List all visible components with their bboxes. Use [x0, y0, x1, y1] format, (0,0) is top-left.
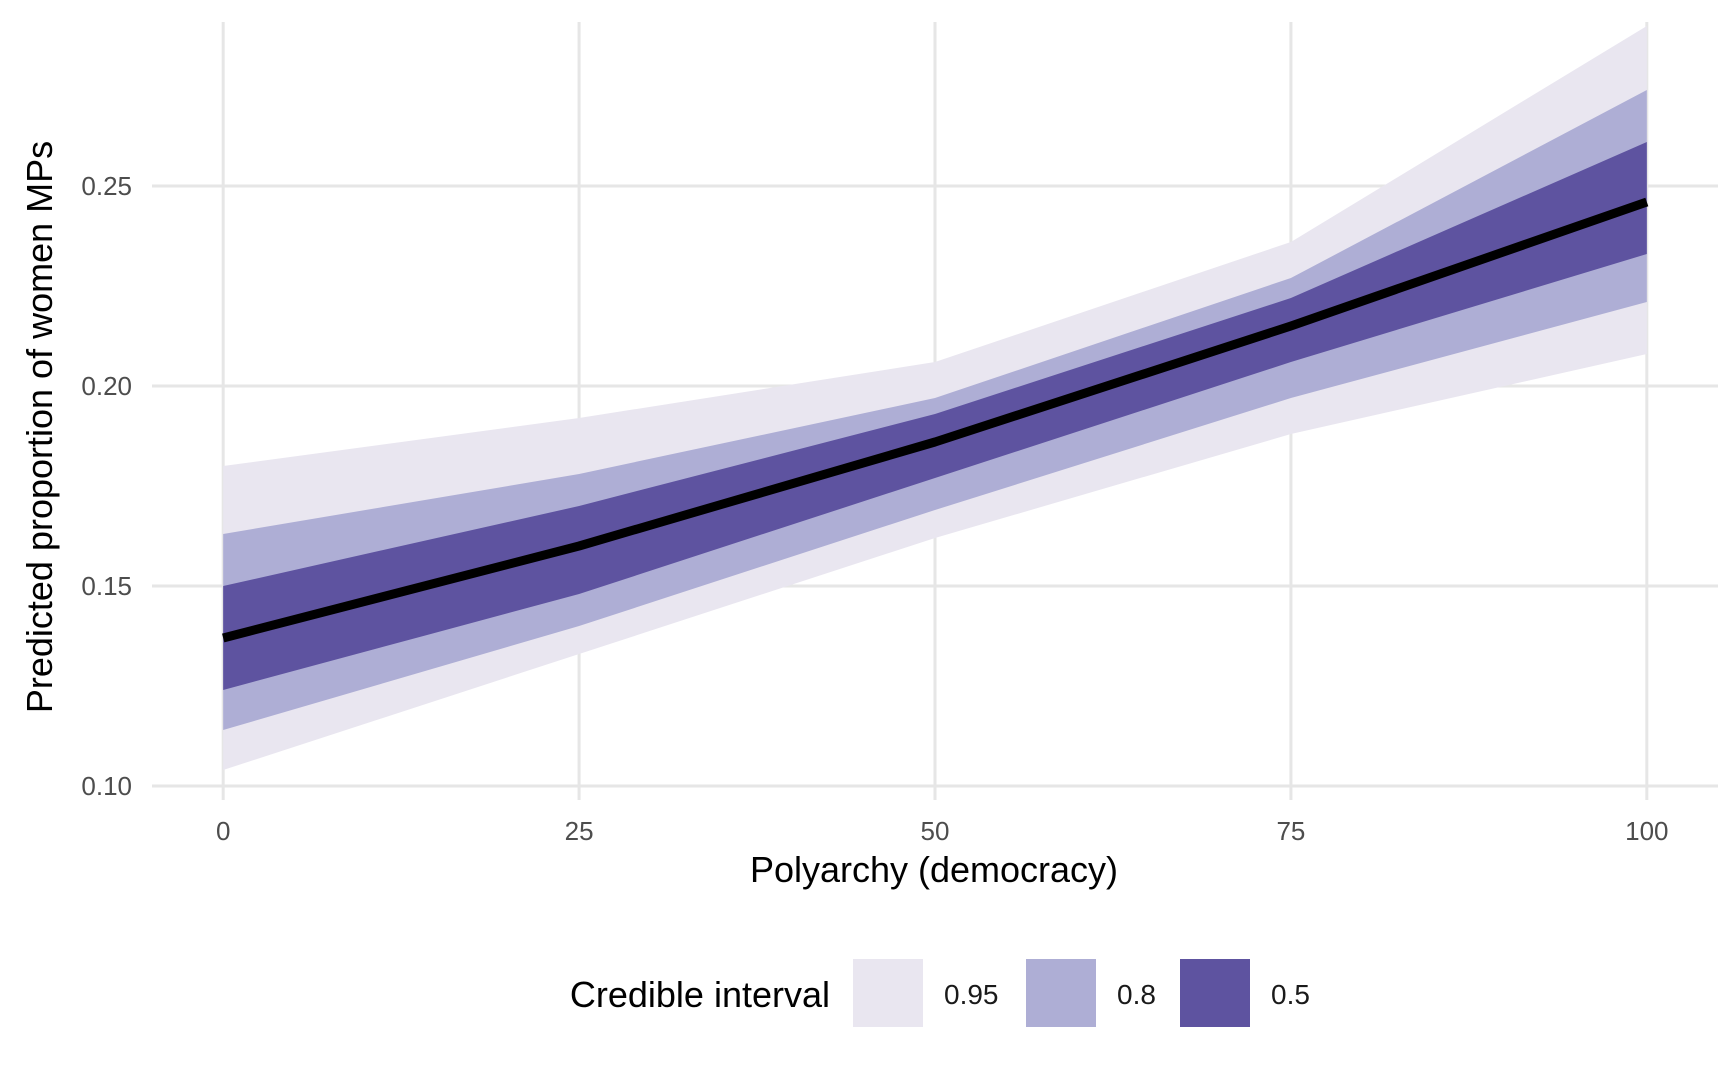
x-tick-label: 50 — [921, 816, 950, 846]
credible-interval-bands — [223, 26, 1647, 770]
y-axis-title: Predicted proportion of women MPs — [19, 141, 60, 713]
y-tick-label: 0.20 — [81, 371, 132, 401]
legend-label-0.8: 0.8 — [1117, 979, 1156, 1010]
y-tick-label: 0.25 — [81, 171, 132, 201]
legend-swatch-0.8 — [1026, 959, 1096, 1027]
tick-labels: 0.10 0.15 0.20 0.25 0 25 50 75 100 — [81, 171, 1668, 846]
median-line — [222, 197, 1649, 643]
x-axis-title: Polyarchy (democracy) — [750, 849, 1118, 890]
x-tick-label: 0 — [216, 816, 230, 846]
x-tick-label: 75 — [1276, 816, 1305, 846]
legend-title: Credible interval — [570, 974, 830, 1015]
legend-swatch-0.5 — [1180, 959, 1250, 1027]
y-tick-label: 0.10 — [81, 771, 132, 801]
legend-label-0.5: 0.5 — [1271, 979, 1310, 1010]
legend-swatch-0.95 — [853, 959, 923, 1027]
median-line-layer — [222, 197, 1649, 643]
y-tick-label: 0.15 — [81, 571, 132, 601]
band-0.5 — [223, 142, 1647, 690]
x-tick-label: 100 — [1625, 816, 1668, 846]
x-tick-label: 25 — [565, 816, 594, 846]
legend-label-0.95: 0.95 — [944, 979, 999, 1010]
legend: Credible interval 0.95 0.8 0.5 — [570, 959, 1310, 1027]
